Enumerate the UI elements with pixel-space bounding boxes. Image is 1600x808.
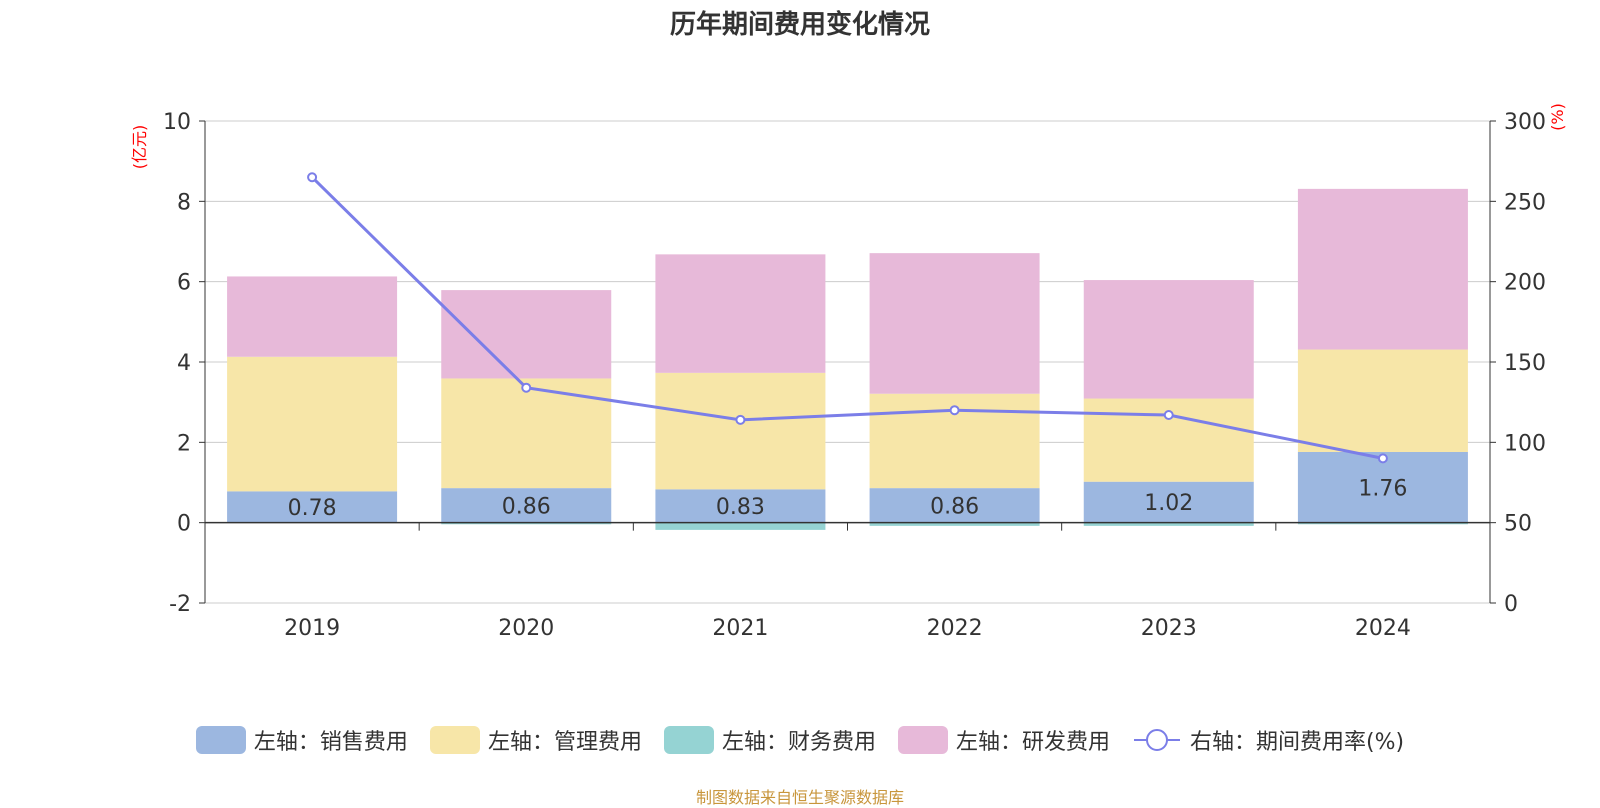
x-tick-label: 2020	[498, 616, 554, 641]
bar-data-label: 1.02	[1144, 491, 1193, 516]
y-right-tick-label: 100	[1504, 431, 1546, 456]
bar-segment	[1297, 522, 1468, 525]
legend-label-sales: 左轴：销售费用	[253, 730, 408, 755]
legend-label-rnd: 左轴：研发费用	[955, 730, 1110, 755]
bar-segment	[441, 290, 612, 379]
legend-swatch-sales	[195, 726, 246, 754]
y-left-tick-label: 0	[177, 512, 191, 537]
bar-segment	[1297, 188, 1468, 350]
expense-ratio-line	[311, 176, 1384, 460]
bar-segment	[869, 522, 1040, 526]
y-right-tick-label: 250	[1504, 190, 1546, 215]
bar-data-label: 1.76	[1358, 476, 1407, 501]
legend-item-admin[interactable]: 左轴：管理费用	[429, 724, 642, 756]
bar-segment	[655, 254, 826, 373]
legend-label-expense-ratio: 右轴：期间费用率(%)	[1189, 730, 1405, 755]
y-right-tick-label: 0	[1504, 592, 1518, 617]
bar-segment	[655, 522, 826, 530]
bar-segment	[1083, 522, 1254, 526]
bar-segment	[869, 253, 1040, 394]
y-left-tick-label: 2	[177, 431, 191, 456]
y-right-tick-label: 300	[1504, 110, 1546, 135]
legend-item-rnd[interactable]: 左轴：研发费用	[897, 724, 1110, 756]
y-left-axis-label: (亿元)	[130, 125, 149, 170]
bar-segment	[441, 522, 612, 525]
bar-segment	[1083, 280, 1254, 399]
legend-label-admin: 左轴：管理费用	[487, 730, 642, 755]
bar-segment	[227, 276, 398, 357]
x-tick-label: 2019	[284, 616, 340, 641]
y-left-tick-label: 6	[177, 271, 191, 296]
legend-swatch-expense-ratio	[1133, 729, 1180, 751]
y-right-tick-label: 150	[1504, 351, 1546, 376]
bar-segment	[655, 372, 826, 490]
expense-ratio-point	[307, 172, 318, 183]
legend-swatch-rnd	[897, 726, 948, 754]
bar-data-label: 0.78	[288, 496, 337, 521]
legend-item-finance[interactable]: 左轴：财务费用	[663, 724, 876, 756]
expense-ratio-point	[949, 405, 960, 416]
legend-item-sales[interactable]: 左轴：销售费用	[195, 724, 408, 756]
y-left-tick-label: 4	[177, 351, 191, 376]
y-left-tick-label: -2	[169, 592, 191, 617]
bar-segment	[1297, 451, 1468, 523]
bar-segment	[1083, 481, 1254, 523]
y-right-tick-label: 200	[1504, 271, 1546, 296]
y-left-tick-label: 8	[177, 190, 191, 215]
bar-data-label: 0.83	[716, 495, 765, 520]
expense-ratio-point	[735, 414, 746, 425]
bar-segment	[655, 489, 826, 523]
y-right-tick-label: 50	[1504, 512, 1532, 537]
x-tick-label: 2022	[927, 616, 983, 641]
bar-segment	[1297, 349, 1468, 452]
x-tick-label: 2024	[1355, 616, 1411, 641]
bar-data-label: 0.86	[930, 494, 979, 519]
legend: 左轴：销售费用 左轴：管理费用 左轴：财务费用 左轴：研发费用 右轴：期间费用率…	[0, 724, 1600, 756]
expense-ratio-point	[1377, 453, 1388, 464]
bar-segment	[869, 488, 1040, 523]
legend-item-expense-ratio[interactable]: 右轴：期间费用率(%)	[1132, 724, 1404, 756]
bar-segment	[227, 491, 398, 523]
y-left-tick-label: 10	[163, 110, 191, 135]
bar-data-label: 0.86	[502, 494, 551, 519]
expense-ratio-point	[521, 382, 532, 393]
bar-segment	[227, 356, 398, 492]
bar-segment	[441, 488, 612, 523]
legend-swatch-finance	[663, 726, 714, 754]
x-tick-label: 2021	[712, 616, 768, 641]
bar-segment	[441, 378, 612, 489]
y-right-axis-label: (%)	[1548, 103, 1567, 131]
source-note: 制图数据来自恒生聚源数据库	[695, 788, 904, 807]
x-tick-label: 2023	[1141, 616, 1197, 641]
legend-swatch-admin	[429, 726, 480, 754]
expense-ratio-point	[1163, 410, 1174, 421]
chart-title: 历年期间费用变化情况	[669, 10, 930, 40]
legend-label-finance: 左轴：财务费用	[721, 730, 876, 755]
